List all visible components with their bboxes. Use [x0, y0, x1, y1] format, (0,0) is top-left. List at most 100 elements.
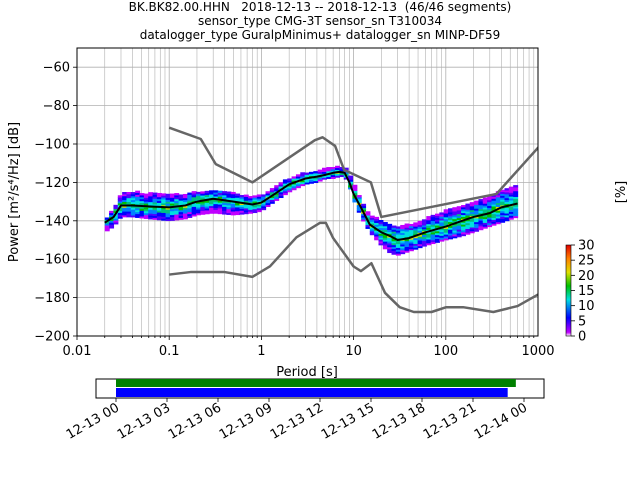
histogram-cell: [104, 227, 110, 230]
histogram-cell: [452, 214, 458, 218]
histogram-cell: [456, 225, 462, 228]
histogram-cell: [391, 244, 397, 248]
histogram-cell: [239, 206, 245, 209]
histogram-cell: [191, 212, 197, 215]
histogram-cell: [130, 211, 136, 214]
histogram-cell: [439, 233, 445, 236]
histogram-cell: [378, 229, 384, 232]
histogram-cell: [139, 196, 145, 200]
histogram-cell: [282, 183, 288, 186]
colorbar-tick-label: 0: [578, 330, 586, 345]
histogram-cell: [443, 234, 449, 237]
histogram-cell: [182, 201, 188, 204]
histogram-cell: [139, 208, 145, 211]
histogram-cell: [374, 220, 380, 224]
histogram-cell: [122, 215, 128, 218]
histogram-cell: [217, 190, 223, 194]
histogram-cell: [456, 231, 462, 234]
histogram-cell: [156, 217, 162, 221]
histogram-cell: [487, 217, 493, 220]
histogram-cell: [443, 215, 449, 218]
histogram-cell: [291, 176, 297, 179]
histogram-cell: [413, 243, 419, 246]
histogram-cell: [291, 180, 297, 183]
colorbar-tick-label: 20: [578, 269, 595, 284]
histogram-cell: [326, 167, 332, 170]
histogram-cell: [474, 227, 480, 230]
histogram-cell: [508, 217, 514, 220]
histogram-cell: [304, 172, 310, 175]
histogram-cell: [487, 196, 493, 199]
histogram-cell: [504, 193, 510, 197]
histogram-cell: [452, 207, 458, 210]
histogram-cell: [322, 167, 327, 171]
histogram-cell: [122, 197, 128, 201]
histogram-cell: [426, 231, 432, 234]
histogram-cell: [222, 200, 228, 204]
histogram-cell: [500, 199, 506, 202]
histogram-cell: [117, 195, 123, 198]
histogram-cell: [200, 204, 206, 208]
histogram-cell: [235, 203, 241, 206]
histogram-cell: [261, 204, 267, 207]
histogram-cell: [169, 212, 175, 216]
histogram-cell: [434, 234, 440, 238]
histogram-cell: [452, 236, 458, 239]
histogram-cell: [148, 209, 154, 212]
histogram-cell: [226, 210, 232, 214]
histogram-cell: [200, 202, 206, 206]
histogram-cell: [361, 217, 367, 220]
histogram-cell: [230, 191, 236, 195]
histogram-cell: [135, 207, 141, 211]
histogram-cell: [152, 198, 158, 201]
histogram-cell: [278, 186, 284, 189]
colorbar-tick-label: 15: [578, 284, 595, 299]
histogram-cell: [135, 213, 141, 217]
histogram-cell: [469, 217, 475, 220]
histogram-cell: [448, 219, 453, 223]
histogram-cell: [491, 221, 497, 224]
histogram-cell: [513, 187, 519, 190]
histogram-cell: [204, 208, 210, 211]
histogram-cell: [143, 216, 149, 219]
histogram-cell: [295, 182, 301, 185]
histogram-cell: [204, 192, 210, 196]
histogram-cell: [169, 208, 175, 212]
histogram-cell: [456, 211, 462, 215]
histogram-cell: [139, 206, 145, 209]
histogram-cell: [161, 201, 167, 204]
histogram-cell: [196, 212, 201, 216]
histogram-cell: [391, 231, 397, 234]
histogram-cell: [104, 221, 110, 224]
histogram-cell: [465, 220, 471, 224]
time-tick-label: 12-13 15: [319, 400, 377, 442]
histogram-cell: [482, 201, 488, 204]
histogram-cell: [204, 196, 210, 199]
histogram-cell: [122, 201, 128, 204]
histogram-cell: [313, 171, 319, 174]
histogram-cell: [322, 171, 327, 174]
histogram-cell: [443, 209, 449, 212]
histogram-cell: [174, 208, 180, 211]
histogram-cell: [443, 228, 449, 231]
histogram-cell: [165, 193, 171, 197]
histogram-cell: [421, 242, 427, 245]
histogram-cell: [500, 201, 506, 204]
histogram-cell: [430, 226, 436, 229]
histogram-cell: [252, 197, 258, 200]
histogram-cell: [469, 207, 475, 211]
histogram-cell: [200, 206, 206, 210]
histogram-cell: [135, 198, 141, 201]
histogram-cell: [391, 252, 397, 255]
histogram-cell: [122, 195, 128, 199]
histogram-cell: [408, 225, 414, 229]
histogram-cell: [304, 174, 310, 177]
histogram-cell: [378, 239, 384, 242]
histogram-cell: [156, 216, 162, 219]
grid-layer: [76, 48, 538, 337]
histogram-cell: [122, 205, 128, 208]
histogram-cell: [421, 223, 427, 226]
y-tick-label: −120: [34, 176, 70, 191]
histogram-cell: [443, 222, 449, 226]
histogram-cell: [265, 202, 271, 206]
